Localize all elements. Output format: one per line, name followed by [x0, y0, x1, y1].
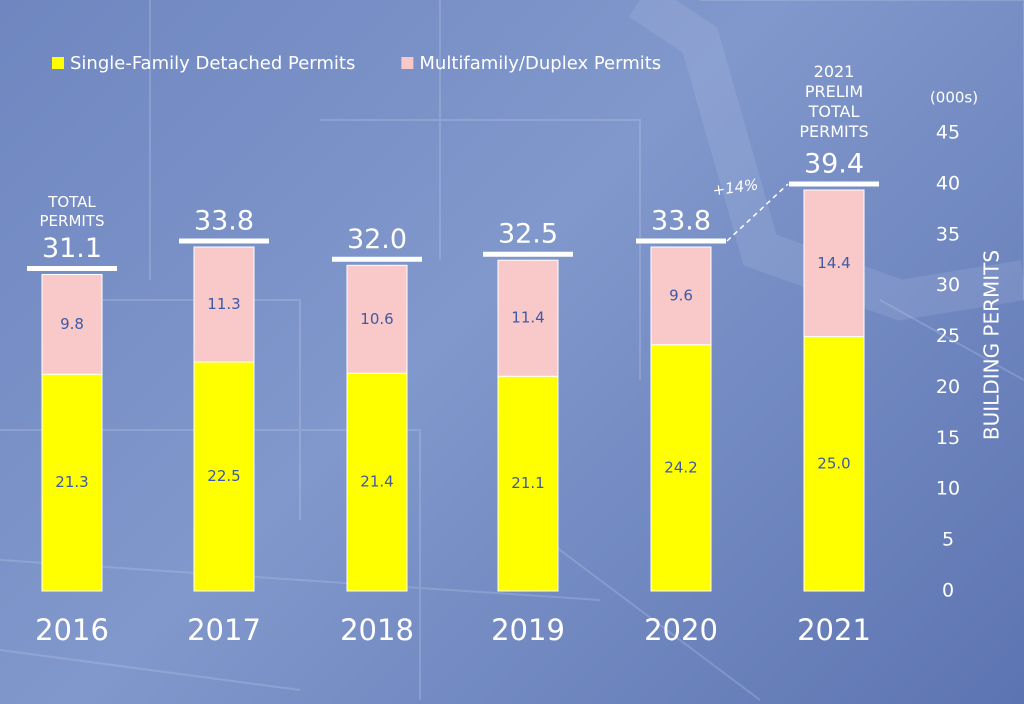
total-label: 33.8: [651, 205, 711, 236]
x-tick-label: 2018: [340, 613, 414, 647]
y-tick-label: 20: [936, 376, 960, 398]
x-tick-label: 2017: [187, 613, 261, 647]
segment-label: 21.4: [360, 473, 393, 491]
y-tick-label: 0: [942, 580, 954, 602]
y-tick-label: 25: [936, 325, 960, 347]
bar-segment: [650, 344, 712, 592]
segment-label: 11.4: [511, 309, 544, 327]
bar-segment: [346, 372, 408, 592]
y-tick-label: 15: [936, 427, 960, 449]
y-tick-label: 35: [936, 223, 960, 245]
segment-label: 22.5: [207, 467, 240, 485]
y-unit: (000s): [930, 89, 978, 107]
segment-label: 21.3: [55, 473, 88, 491]
segment-label: 11.3: [207, 295, 240, 313]
y-tick-label: 10: [936, 478, 960, 500]
change-connector: [726, 183, 789, 242]
total-label: 33.8: [194, 205, 254, 236]
bar-segment: [803, 189, 865, 338]
bar-segment: [41, 373, 103, 592]
bar-segment: [193, 246, 255, 363]
y-axis-title: BUILDING PERMITS: [980, 250, 1004, 440]
segment-label: 10.6: [360, 310, 393, 328]
bar-segment: [41, 273, 103, 375]
total-label: 31.1: [42, 233, 102, 264]
x-tick-label: 2020: [644, 613, 718, 647]
total-label: 39.4: [804, 148, 864, 179]
segment-label: 25.0: [817, 454, 850, 472]
bar-segment: [497, 259, 559, 377]
segment-label: 9.8: [60, 315, 84, 333]
bar-segment: [650, 246, 712, 346]
legend-label: Single-Family Detached Permits: [70, 53, 355, 74]
prelim-label: 2021 PRELIM TOTAL PERMITS: [799, 62, 869, 141]
legend-label: Multifamily/Duplex Permits: [419, 53, 661, 74]
x-tick-label: 2021: [797, 613, 871, 647]
y-tick-label: 30: [936, 274, 960, 296]
bar-segment: [803, 336, 865, 592]
x-tick-label: 2016: [35, 613, 109, 647]
bar-segment: [346, 264, 408, 374]
y-tick-label: 45: [936, 122, 960, 144]
y-tick-label: 40: [936, 172, 960, 194]
total-label: 32.0: [347, 224, 407, 255]
segment-label: 14.4: [817, 254, 850, 272]
segment-label: 9.6: [669, 286, 693, 304]
bar-segment: [497, 375, 559, 592]
totals-label: TOTAL PERMITS: [39, 192, 105, 230]
legend-swatch: [401, 57, 414, 69]
segment-label: 21.1: [511, 474, 544, 492]
legend-swatch: [52, 57, 64, 69]
x-tick-label: 2019: [491, 613, 565, 647]
bar-segment: [193, 361, 255, 592]
y-tick-label: 5: [942, 529, 954, 551]
total-label: 32.5: [498, 219, 558, 250]
segment-label: 24.2: [664, 458, 697, 476]
